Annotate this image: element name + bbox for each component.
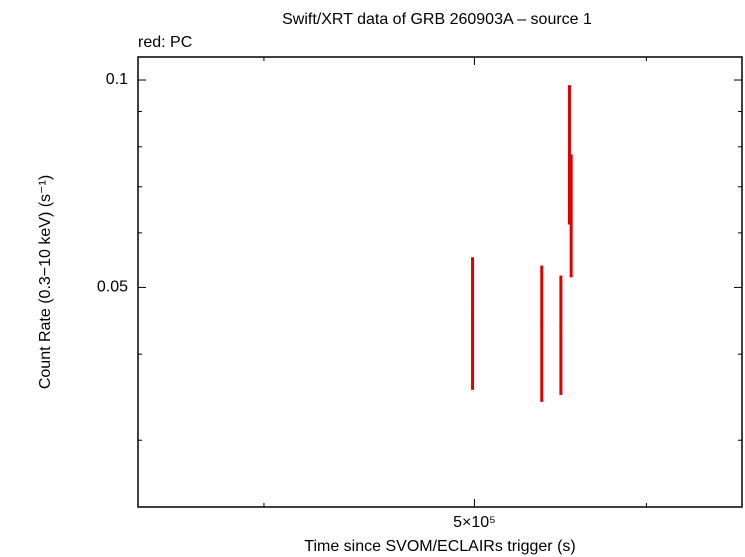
y-tick-label: 0.1 [106, 71, 128, 88]
x-tick-label: 5×10⁵ [453, 514, 496, 531]
data-point [569, 211, 573, 215]
plot-frame [137, 56, 743, 508]
data-point [559, 326, 563, 330]
y-tick-label: 0.05 [97, 279, 128, 296]
x-axis-label: Time since SVOM/ECLAIRs trigger (s) [304, 538, 575, 555]
chart-subtitle: red: PC [138, 34, 192, 51]
data-point [471, 314, 475, 318]
y-axis-label: Count Rate (0.3−10 keV) (s⁻¹) [37, 175, 54, 389]
data-point [540, 324, 544, 328]
chart-title: Swift/XRT data of GRB 260903A – source 1 [282, 11, 592, 28]
